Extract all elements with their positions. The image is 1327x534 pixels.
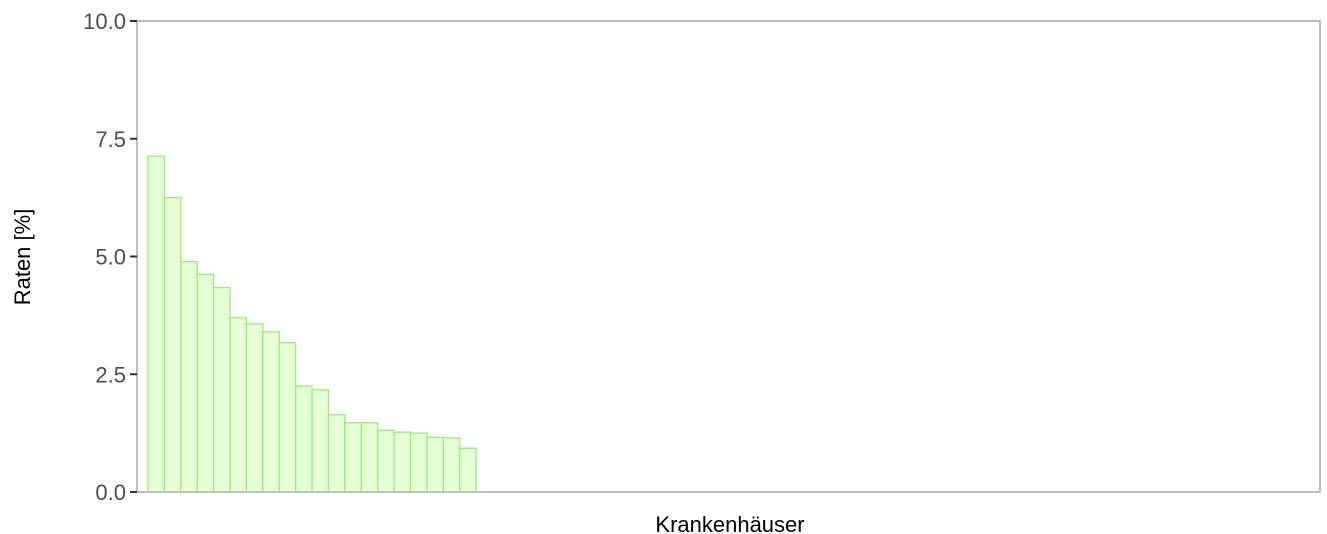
bar-20 xyxy=(459,447,477,493)
bar-2 xyxy=(163,196,182,493)
bar-8 xyxy=(262,331,280,493)
bar-9 xyxy=(278,342,297,493)
bar-7 xyxy=(245,323,264,493)
bar-11 xyxy=(311,389,330,493)
bar-5 xyxy=(212,286,231,493)
bar-4 xyxy=(196,273,215,493)
bar-18 xyxy=(426,436,445,493)
y-tick-label: 0.0 xyxy=(95,480,126,505)
bar-14 xyxy=(360,422,379,493)
y-axis-title: Raten [%] xyxy=(10,209,35,306)
bar-1 xyxy=(147,155,166,493)
y-tick-label: 10.0 xyxy=(83,9,126,34)
y-tick-label: 2.5 xyxy=(95,362,126,387)
bar-13 xyxy=(344,422,362,493)
bar-17 xyxy=(409,432,428,493)
y-tick-label: 7.5 xyxy=(95,127,126,152)
x-axis-title: Krankenhäuser xyxy=(655,512,804,534)
bar-12 xyxy=(327,414,346,493)
bar-19 xyxy=(442,437,461,493)
bar-3 xyxy=(180,261,198,493)
bar-10 xyxy=(295,385,313,493)
y-tick-label: 5.0 xyxy=(95,245,126,270)
bar-16 xyxy=(393,431,412,493)
bar-6 xyxy=(229,317,248,493)
bars-group xyxy=(147,155,477,493)
bar-15 xyxy=(377,429,395,493)
y-axis: 0.0 2.5 5.0 7.5 10.0 xyxy=(83,9,137,505)
